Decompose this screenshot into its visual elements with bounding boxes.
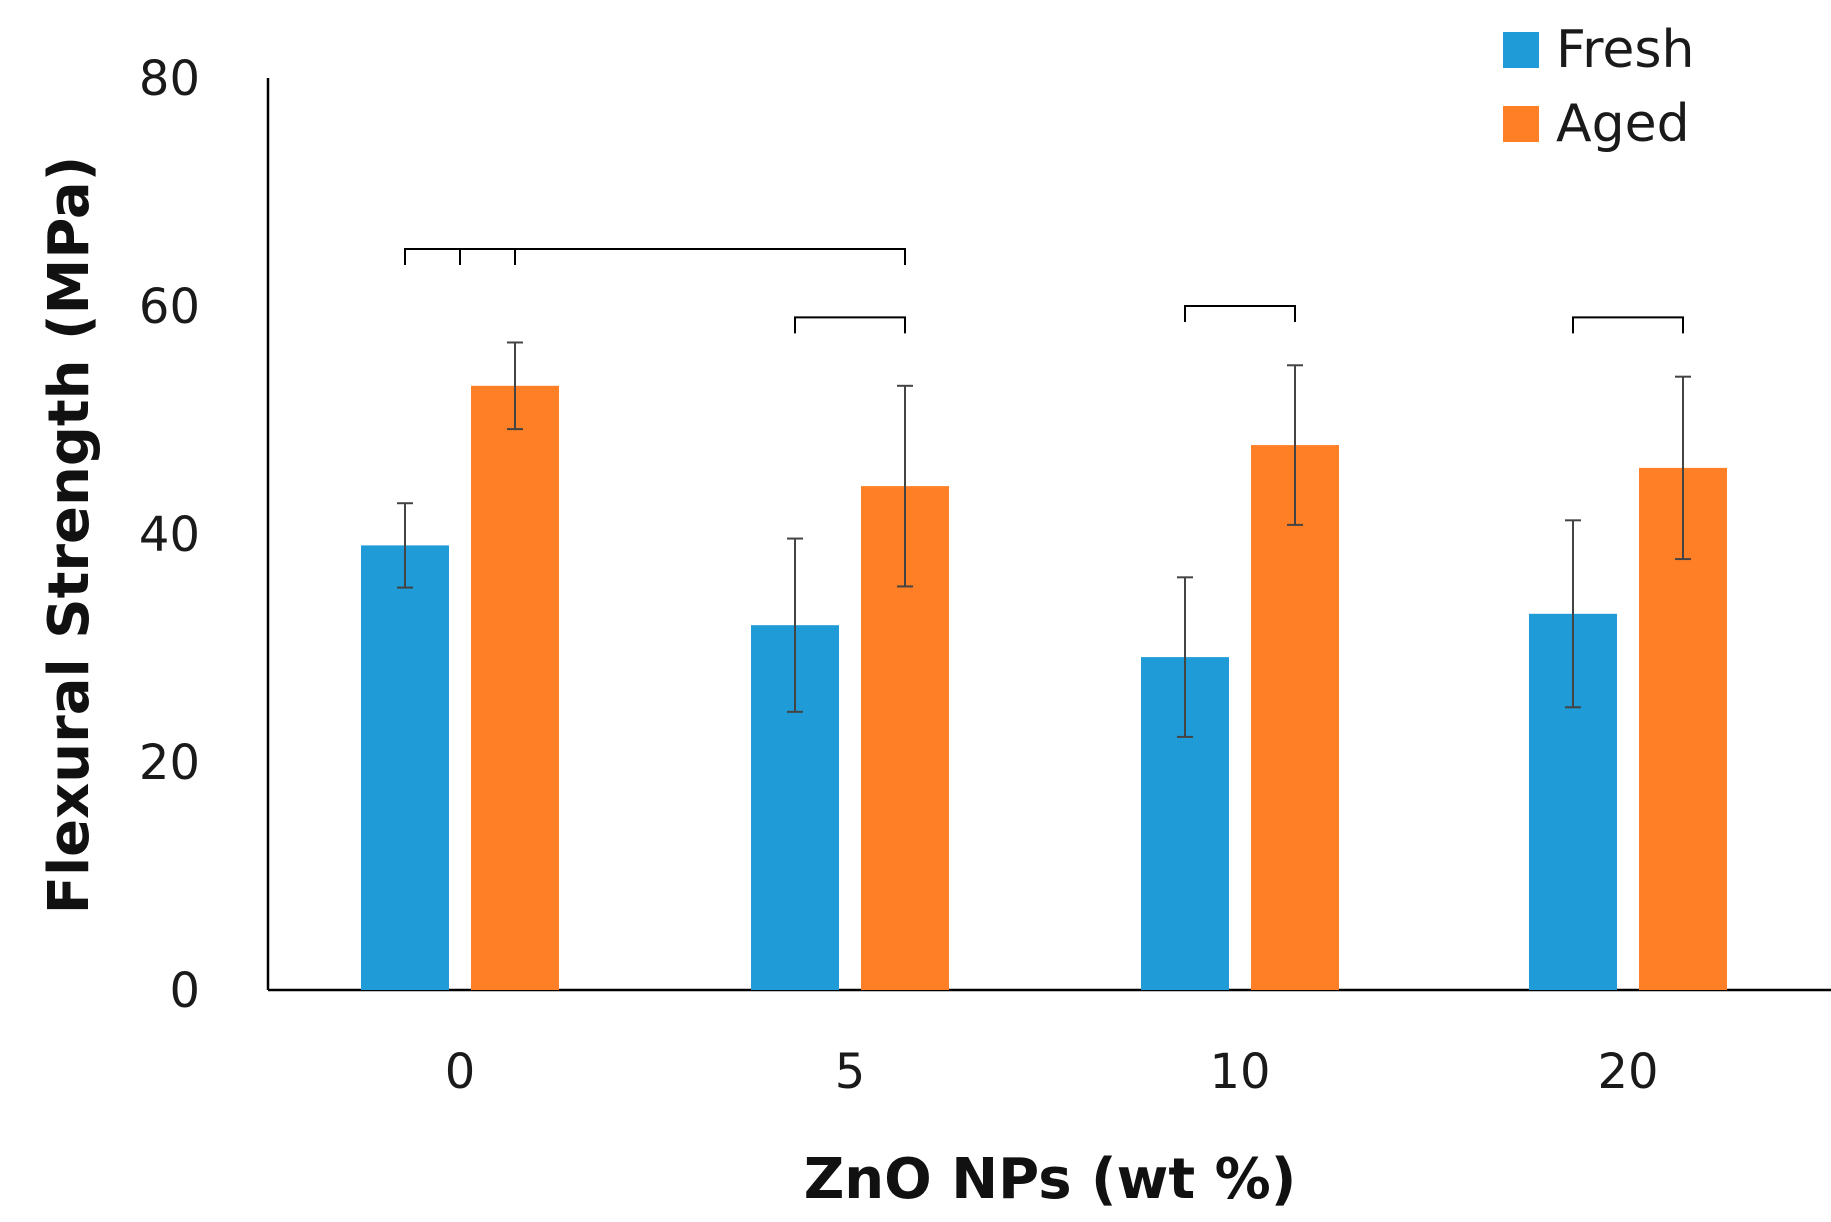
y-axis-title: Flexural Strength (MPa): [37, 156, 102, 915]
legend-label-aged: Aged: [1556, 94, 1690, 154]
x-tick-label-20: 20: [1597, 1044, 1658, 1100]
error-bars: [397, 341, 1691, 738]
x-tick-label-0: 0: [445, 1044, 476, 1100]
significance-bracket-2: [459, 248, 906, 265]
x-tick-label-5: 5: [835, 1044, 866, 1100]
bar-aged-10: [1251, 445, 1339, 991]
y-tick-label-20: 20: [139, 735, 200, 791]
x-axis-title: ZnO NPs (wt %): [804, 1147, 1297, 1212]
legend-swatch-fresh: [1503, 32, 1539, 68]
significance-bracket-5: [1572, 316, 1684, 334]
y-tick-label-80: 80: [139, 51, 200, 107]
bar-fresh-0: [361, 545, 449, 990]
significance-bracket-3: [794, 316, 906, 334]
bar-aged-0: [471, 385, 559, 990]
x-tick-labels: 0 5 10 20: [445, 1044, 1659, 1100]
y-tick-label-0: 0: [169, 963, 200, 1019]
legend-label-fresh: Fresh: [1556, 20, 1694, 80]
bars: [361, 385, 1727, 991]
legend-swatch-aged: [1503, 106, 1539, 142]
y-tick-label-60: 60: [139, 279, 200, 335]
legend: Fresh Aged: [1503, 20, 1694, 154]
y-tick-labels: 0 20 40 60 80: [139, 51, 200, 1019]
y-tick-label-40: 40: [139, 507, 200, 563]
x-tick-label-10: 10: [1209, 1044, 1270, 1100]
significance-brackets: [404, 248, 1684, 334]
significance-bracket-4: [1184, 305, 1296, 322]
